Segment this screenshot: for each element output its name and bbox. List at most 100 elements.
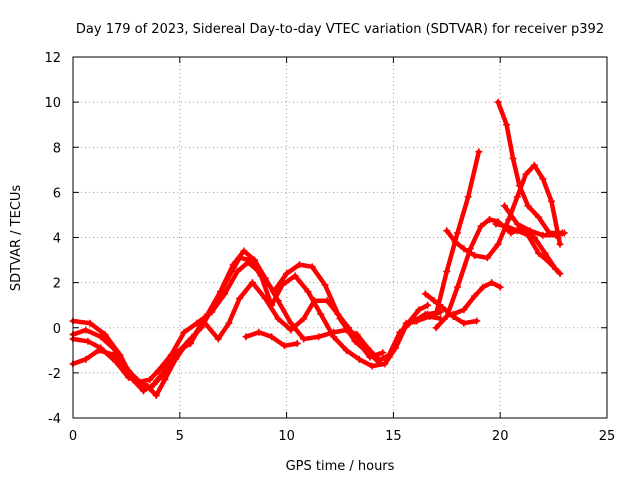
data-point-marker <box>274 315 282 323</box>
data-point-marker <box>125 373 133 381</box>
data-point-marker <box>547 197 555 205</box>
y-tick-label: 8 <box>53 141 61 156</box>
data-point-marker <box>345 324 353 332</box>
data-point-marker <box>552 231 560 239</box>
data-point-marker <box>432 324 440 332</box>
data-point-marker <box>159 369 167 377</box>
data-point-marker <box>539 231 547 239</box>
data-point-marker <box>402 321 410 329</box>
chart-title: Day 179 of 2023, Sidereal Day-to-day VTE… <box>76 22 604 37</box>
data-point-marker <box>300 315 308 323</box>
data-point-marker <box>421 310 429 318</box>
data-point-marker <box>146 376 154 384</box>
data-point-marker <box>330 333 338 341</box>
data-point-marker <box>513 193 521 201</box>
data-point-marker <box>513 220 521 228</box>
data-point-marker <box>545 258 553 266</box>
data-point-marker <box>507 229 515 237</box>
data-point-marker <box>334 310 342 318</box>
data-point-marker <box>186 340 194 348</box>
data-point-marker <box>526 227 534 235</box>
data-point-marker <box>524 202 532 210</box>
data-point-marker <box>300 335 308 343</box>
data-point-marker <box>541 249 549 257</box>
data-point-marker <box>280 342 288 350</box>
data-point-marker <box>496 283 504 291</box>
data-point-marker <box>236 254 244 262</box>
data-point-marker <box>242 333 250 341</box>
data-point-marker <box>411 317 419 325</box>
data-point-marker <box>515 182 523 190</box>
data-point-marker <box>535 213 543 221</box>
data-point-marker <box>283 270 291 278</box>
data-point-marker <box>460 245 468 253</box>
data-point-marker <box>381 360 389 368</box>
data-point-marker <box>492 220 500 228</box>
data-point-marker <box>415 306 423 314</box>
data-point-marker <box>488 279 496 287</box>
data-point-marker <box>424 301 432 309</box>
data-point-marker <box>453 283 461 291</box>
data-point-marker <box>304 288 312 296</box>
y-tick-label: -4 <box>48 412 61 427</box>
data-point-marker <box>503 121 511 129</box>
data-point-marker <box>293 340 301 348</box>
y-tick-label: 4 <box>53 232 61 247</box>
data-point-marker <box>310 297 318 305</box>
data-point-marker <box>86 319 94 327</box>
data-point-marker <box>453 229 461 237</box>
data-point-marker <box>240 247 248 255</box>
data-point-marker <box>112 346 120 354</box>
x-axis-label: GPS time / hours <box>286 459 395 474</box>
data-point-marker <box>471 252 479 260</box>
y-tick-label: -2 <box>48 367 61 382</box>
data-point-marker <box>255 328 263 336</box>
data-point-marker <box>530 234 538 241</box>
data-point-marker <box>287 319 295 327</box>
data-point-marker <box>291 272 299 280</box>
data-point-marker <box>135 380 143 388</box>
data-point-marker <box>323 297 331 305</box>
data-point-marker <box>464 193 472 201</box>
x-tick-label: 20 <box>492 429 509 444</box>
data-point-marker <box>146 385 154 393</box>
data-point-marker <box>355 340 363 348</box>
x-tick-label: 5 <box>176 429 184 444</box>
data-point-marker <box>82 355 90 363</box>
data-point-marker <box>505 215 513 223</box>
data-traces <box>69 98 568 399</box>
data-point-marker <box>261 294 269 302</box>
data-point-marker <box>443 312 451 320</box>
y-tick-label: 0 <box>53 322 61 337</box>
data-point-marker <box>560 229 568 237</box>
y-tick-label: 6 <box>53 186 61 201</box>
trace-track-11 <box>495 99 565 236</box>
x-tick-label: 10 <box>278 429 295 444</box>
trace-track-8 <box>433 217 558 331</box>
data-point-marker <box>486 215 494 223</box>
data-point-marker <box>513 227 521 235</box>
data-point-marker <box>430 297 438 305</box>
x-tick-label: 15 <box>385 429 402 444</box>
data-point-marker <box>494 98 502 106</box>
data-point-marker <box>236 294 244 302</box>
data-point-marker <box>180 328 188 336</box>
data-point-marker <box>223 276 231 284</box>
data-point-marker <box>449 310 457 318</box>
data-point-marker <box>321 281 329 289</box>
data-point-marker <box>530 161 538 169</box>
data-point-marker <box>443 267 451 275</box>
data-point-marker <box>471 292 479 300</box>
data-point-marker <box>315 333 323 341</box>
data-point-marker <box>210 301 218 309</box>
data-point-marker <box>233 267 241 275</box>
data-point-marker <box>84 337 92 345</box>
x-tick-label: 0 <box>69 429 77 444</box>
data-point-marker <box>101 331 109 339</box>
data-point-marker <box>295 261 303 269</box>
data-point-marker <box>355 355 363 363</box>
data-point-marker <box>392 344 400 352</box>
data-point-marker <box>214 335 222 343</box>
data-point-marker <box>473 317 481 325</box>
